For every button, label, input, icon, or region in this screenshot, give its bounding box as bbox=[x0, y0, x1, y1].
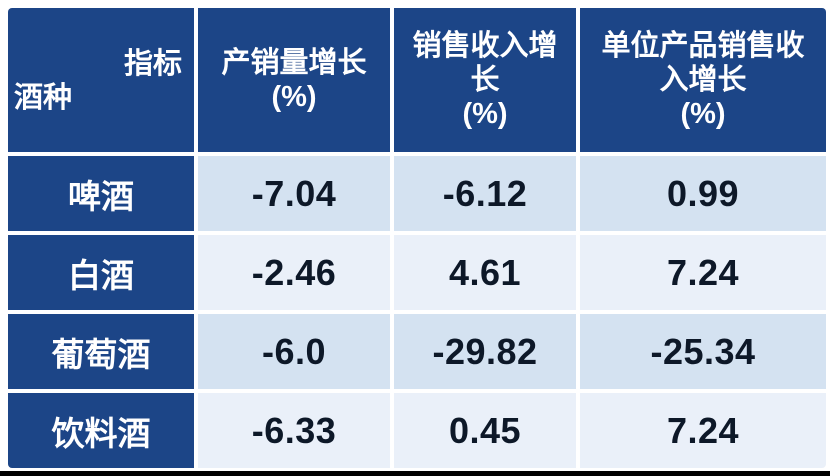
row-label-beverage-alcohol: 饮料酒 bbox=[8, 393, 194, 468]
row-label-white-liquor: 白酒 bbox=[8, 235, 194, 310]
table-cell-value: -7.04 bbox=[198, 156, 390, 231]
table-cell-value: -6.33 bbox=[198, 393, 390, 468]
table-cell-value: -25.34 bbox=[580, 314, 826, 389]
header-line: (%) bbox=[680, 98, 726, 130]
table-cell-value: -6.0 bbox=[198, 314, 390, 389]
table-cell-value: 7.24 bbox=[580, 393, 826, 468]
row-label-beer: 啤酒 bbox=[8, 156, 194, 231]
header-line: (%) bbox=[462, 98, 508, 130]
table-cell-value: -6.12 bbox=[394, 156, 576, 231]
header-line: 单位产品销售收 bbox=[601, 30, 805, 62]
column-header-unit-product-revenue-growth: 单位产品销售收 入增长 (%) bbox=[580, 8, 826, 152]
table-cell-value: -2.46 bbox=[198, 235, 390, 310]
row-label-grape-wine: 葡萄酒 bbox=[8, 314, 194, 389]
header-line: 入增长 bbox=[659, 64, 747, 96]
table-cell-value: 7.24 bbox=[580, 235, 826, 310]
table-cell-value: 4.61 bbox=[394, 235, 576, 310]
header-line: 产销量增长 bbox=[221, 47, 367, 79]
corner-category-label: 酒种 bbox=[14, 82, 73, 114]
column-header-sales-revenue-growth: 销售收入增 长 (%) bbox=[394, 8, 576, 152]
header-line: 销售收入增 bbox=[412, 30, 558, 62]
column-header-production-sales-growth: 产销量增长 (%) bbox=[198, 8, 390, 152]
data-table: 指标 酒种 产销量增长 (%) 销售收入增 长 (%) 单位产品销售收 入增长 … bbox=[8, 8, 826, 468]
bottom-edge-bar bbox=[0, 471, 830, 476]
header-line: (%) bbox=[271, 81, 317, 113]
table-cell-value: 0.45 bbox=[394, 393, 576, 468]
header-line: 长 bbox=[470, 64, 500, 96]
corner-header-cell: 指标 酒种 bbox=[8, 8, 194, 152]
table-cell-value: -29.82 bbox=[394, 314, 576, 389]
corner-indicator-label: 指标 bbox=[123, 48, 182, 80]
table-cell-value: 0.99 bbox=[580, 156, 826, 231]
